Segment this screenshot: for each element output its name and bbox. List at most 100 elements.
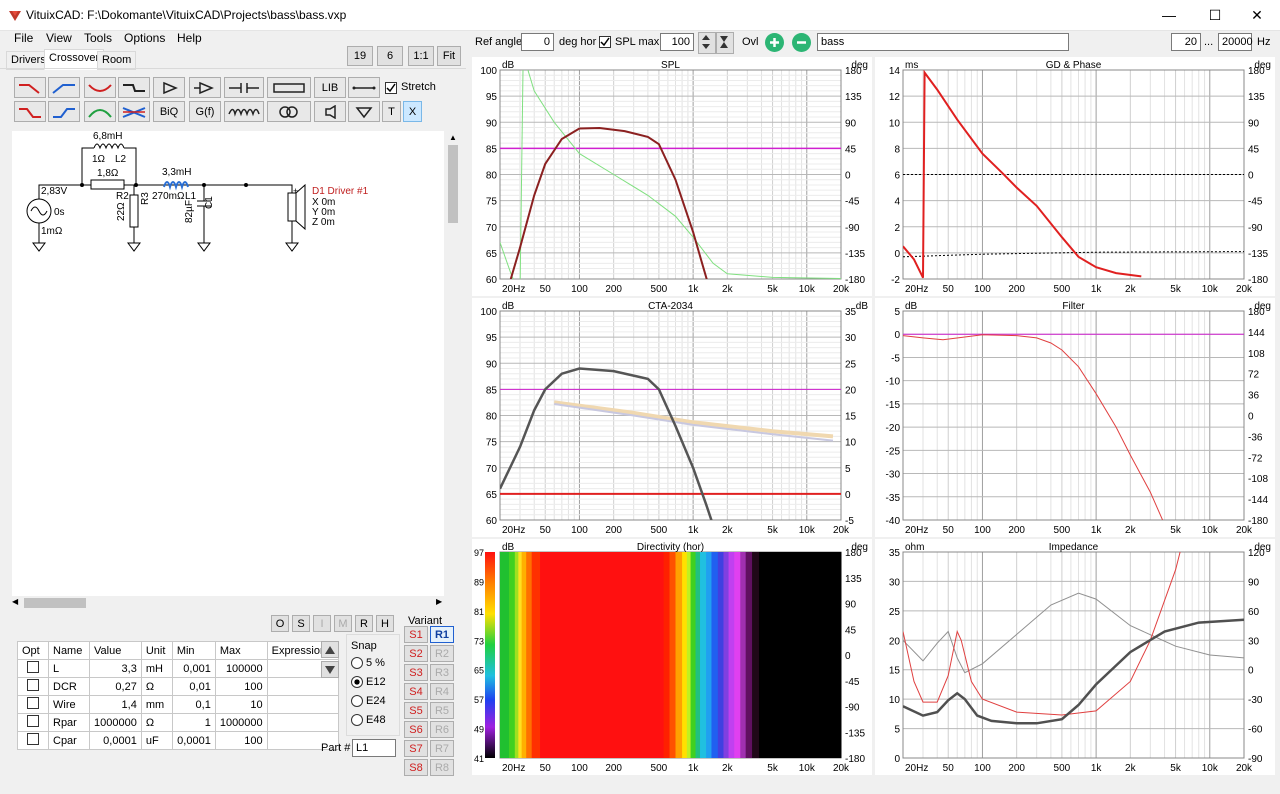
s-button[interactable]: S [292,615,310,632]
hscroll-thumb[interactable] [24,598,86,608]
x-button[interactable]: X [403,101,422,122]
move-up-button[interactable] [321,641,339,658]
param-max[interactable]: 1000000 [214,713,268,732]
bandpass-button[interactable] [84,101,116,122]
menu-help[interactable]: Help [177,31,202,45]
highpass-2-button[interactable] [48,101,80,122]
menu-options[interactable]: Options [124,31,166,45]
driver-button[interactable] [314,101,346,122]
zoom-fit-button[interactable]: Fit [437,46,461,66]
table-row[interactable]: Wire 1,4 mm 0,1 10 [17,695,339,714]
param-value[interactable]: 3,3 [89,659,142,678]
lowpass-1-button[interactable] [14,77,46,98]
param-max[interactable]: 100 [214,677,268,696]
impedance-graph[interactable]: Impedance ohm deg 35 30 25 20 15 10 5 0 120 90 60 30 0-… [875,539,1275,775]
variant-s2-button[interactable]: S2 [404,645,428,662]
zoom-6-button[interactable]: 6 [377,46,403,66]
table-row[interactable]: L 3,3 mH 0,001 100000 [17,659,339,678]
tab-crossover[interactable]: Crossover [44,49,105,70]
schematic-horizontal-scrollbar[interactable]: ◀ ▶ [12,596,446,610]
spl-max-checkbox[interactable] [599,36,611,48]
table-row[interactable]: Rpar 1000000 Ω 1 1000000 [17,713,339,732]
param-min[interactable]: 0,01 [171,677,216,696]
param-expression[interactable] [266,677,339,696]
move-down-button[interactable] [321,661,339,678]
freq-min-input[interactable]: 20 [1171,33,1201,51]
maximize-button[interactable]: ☐ [1208,6,1222,23]
gd-phase-graph[interactable]: GD & Phase ms deg 14 12 10 8 6 4 2 0 -2 180 135 90 45 0 -… [875,57,1275,296]
table-row[interactable]: Cpar 0,0001 uF 0,0001 100 [17,731,339,750]
variant-r8-button[interactable]: R8 [430,759,454,776]
variant-r7-button[interactable]: R7 [430,740,454,757]
close-button[interactable]: ✕ [1251,6,1263,23]
i-button[interactable]: I [313,615,331,632]
freq-max-input[interactable]: 20000 [1218,33,1253,51]
menu-file[interactable]: File [14,31,34,45]
param-expression[interactable] [266,713,339,732]
param-min[interactable]: 0,1 [171,695,216,714]
variant-s4-button[interactable]: S4 [404,683,428,700]
o-button[interactable]: O [271,615,289,632]
lowpass-2-button[interactable] [14,101,46,122]
directivity-graph[interactable]: Directivity (hor) dB deg 180 135 90 45 0 -45 -90 -… [472,539,872,775]
wire-button[interactable] [348,77,380,98]
param-min[interactable]: 1 [171,713,216,732]
param-max[interactable]: 10 [214,695,268,714]
menu-view[interactable]: View [46,31,72,45]
zoom-19-button[interactable]: 19 [347,46,373,66]
zoom-1-1-button[interactable]: 1:1 [408,46,434,66]
opt-checkbox[interactable] [27,715,39,727]
overlay-name-input[interactable]: bass [817,33,1069,51]
param-value[interactable]: 0,27 [89,677,142,696]
snap-option-5pct[interactable]: 5 % [351,657,385,670]
variant-s8-button[interactable]: S8 [404,759,428,776]
variant-s1-button[interactable]: S1 [404,626,428,643]
param-max[interactable]: 100000 [214,659,268,678]
variant-s7-button[interactable]: S7 [404,740,428,757]
minimize-button[interactable]: — [1162,7,1176,23]
allpass-button[interactable] [118,101,150,122]
param-expression[interactable] [266,731,339,750]
opt-checkbox[interactable] [27,661,39,673]
cta-2034-graph[interactable]: CTA-2034 dB dB 100 95 90 85 80 75 70 65 60 35 30 25 20 1… [472,298,872,537]
scroll-right-icon[interactable]: ▶ [436,597,443,606]
ground-button[interactable] [348,101,380,122]
param-value[interactable]: 1,4 [89,695,142,714]
scroll-up-icon[interactable]: ▲ [449,133,457,142]
resistor-button[interactable] [267,77,311,98]
scroll-left-icon[interactable]: ◀ [12,597,19,606]
r-button[interactable]: R [355,615,373,632]
param-min[interactable]: 0,0001 [171,731,216,750]
snap-option-e48[interactable]: E48 [351,714,386,727]
buffer-button[interactable] [153,77,185,98]
ref-angle-input[interactable]: 0 [521,33,554,51]
spl-max-spinner[interactable] [698,32,716,54]
highpass-1-button[interactable] [48,77,80,98]
stretch-checkbox[interactable] [385,82,397,94]
capacitor-button[interactable] [224,77,264,98]
snap-option-e12[interactable]: E12 [351,676,386,689]
shelf-button[interactable] [118,77,150,98]
param-max[interactable]: 100 [214,731,268,750]
scroll-thumb[interactable] [448,145,458,223]
part-input[interactable]: L1 [352,739,396,757]
variant-r4-button[interactable]: R4 [430,683,454,700]
schematic-vertical-scrollbar[interactable]: ▲ [446,131,460,596]
param-min[interactable]: 0,001 [171,659,216,678]
h-button[interactable]: H [376,615,394,632]
param-value[interactable]: 0,0001 [89,731,142,750]
menu-tools[interactable]: Tools [84,31,113,45]
variant-r2-button[interactable]: R2 [430,645,454,662]
param-value[interactable]: 1000000 [89,713,142,732]
opt-checkbox[interactable] [27,679,39,691]
table-row[interactable]: DCR 0,27 Ω 0,01 100 [17,677,339,696]
variant-s6-button[interactable]: S6 [404,721,428,738]
filter-graph[interactable]: Filter dB deg 5 0 -5 -10 -15 -20 -25 -30 -35 -40 180 1… [875,298,1275,537]
m-button[interactable]: M [334,615,352,632]
t-button[interactable]: T [382,101,401,122]
variant-r5-button[interactable]: R5 [430,702,454,719]
gf-button[interactable]: G(f) [189,101,221,122]
biq-button[interactable]: BiQ [153,101,185,122]
snap-option-e24[interactable]: E24 [351,695,386,708]
variant-r6-button[interactable]: R6 [430,721,454,738]
